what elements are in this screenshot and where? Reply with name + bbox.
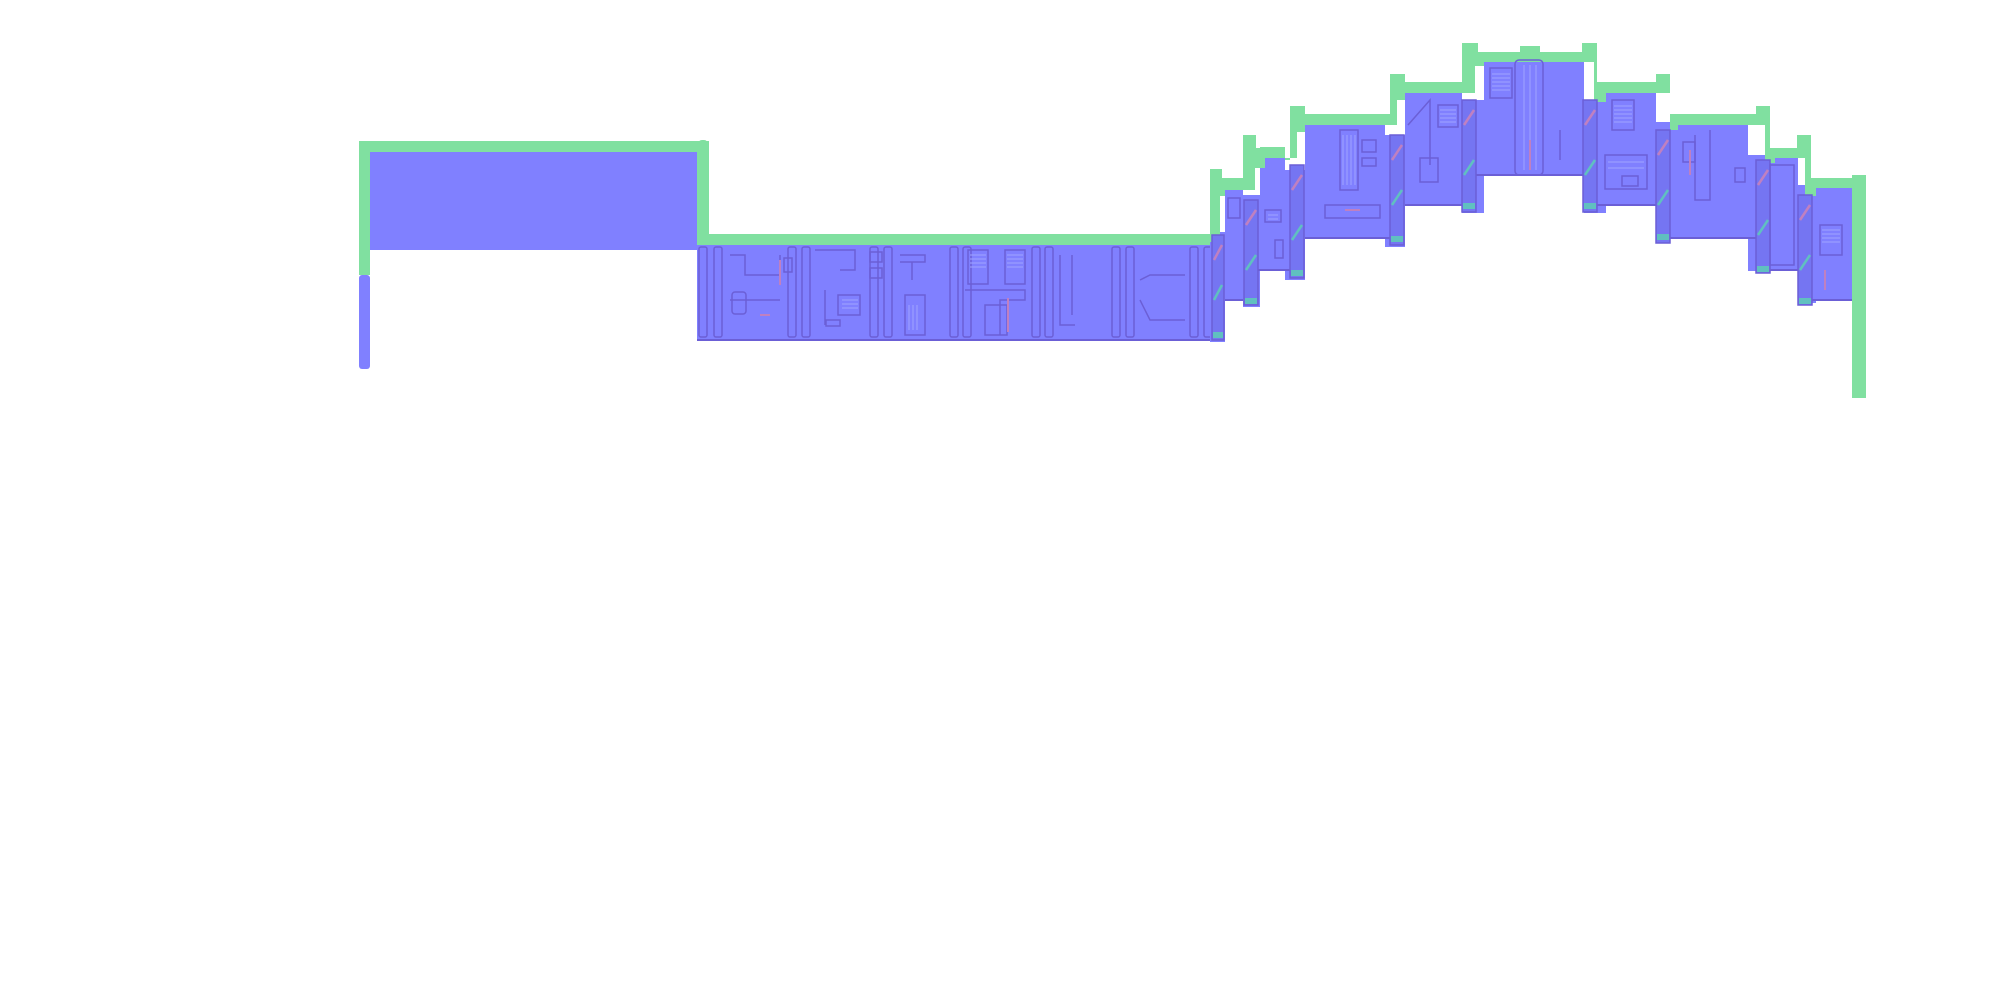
- arch-step-floors: [1225, 174, 1852, 301]
- corridor-vent-lines: [842, 254, 1023, 330]
- arch-accent-trims: [1345, 140, 1826, 290]
- plateau-top-edge: [359, 141, 706, 152]
- corridor-top-edge: [697, 234, 1218, 245]
- arch-vent-lines: [1268, 65, 1840, 243]
- corridor: [697, 234, 1218, 341]
- plateau-left-pillar: [359, 275, 370, 369]
- corridor-seams: [698, 246, 1213, 338]
- plateau-right-edge: [697, 141, 709, 243]
- arch: [1210, 43, 1866, 398]
- arch-column-trims: [1212, 109, 1812, 301]
- plateau-corner-cap: [698, 140, 708, 150]
- corridor-panel-details: [730, 249, 1185, 336]
- end-drop-edge: [1852, 176, 1866, 398]
- arch-column-caps: [1213, 203, 1811, 338]
- plateau-left-edge: [359, 141, 370, 275]
- plateau-left: [359, 140, 709, 369]
- plateau-block: [359, 146, 700, 250]
- arch-step-columns: [1211, 99, 1813, 341]
- corridor-accent-trims: [760, 260, 1009, 332]
- end-drop-cap: [1853, 175, 1865, 187]
- end-drop: [1852, 175, 1866, 398]
